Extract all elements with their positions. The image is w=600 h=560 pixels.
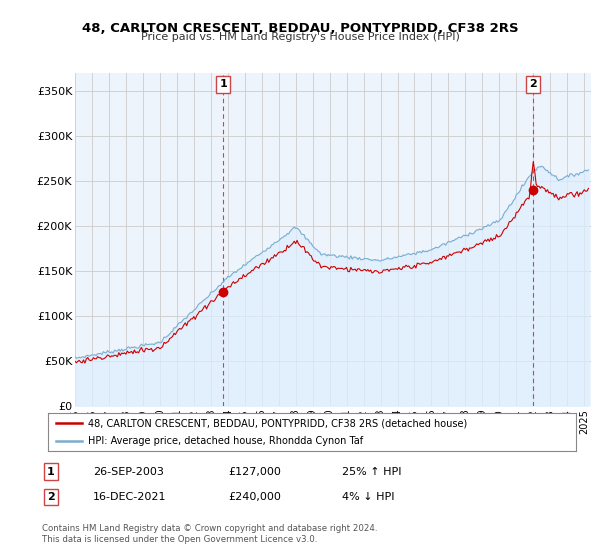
Text: £127,000: £127,000 bbox=[228, 466, 281, 477]
Text: Contains HM Land Registry data © Crown copyright and database right 2024.: Contains HM Land Registry data © Crown c… bbox=[42, 524, 377, 533]
Text: 48, CARLTON CRESCENT, BEDDAU, PONTYPRIDD, CF38 2RS: 48, CARLTON CRESCENT, BEDDAU, PONTYPRIDD… bbox=[82, 22, 518, 35]
Text: HPI: Average price, detached house, Rhondda Cynon Taf: HPI: Average price, detached house, Rhon… bbox=[88, 436, 363, 446]
Text: 2: 2 bbox=[529, 80, 536, 90]
Text: 1: 1 bbox=[47, 466, 55, 477]
Text: 16-DEC-2021: 16-DEC-2021 bbox=[93, 492, 167, 502]
Text: 4% ↓ HPI: 4% ↓ HPI bbox=[342, 492, 395, 502]
Text: 1: 1 bbox=[220, 80, 227, 90]
Text: 25% ↑ HPI: 25% ↑ HPI bbox=[342, 466, 401, 477]
Text: This data is licensed under the Open Government Licence v3.0.: This data is licensed under the Open Gov… bbox=[42, 535, 317, 544]
Text: 2: 2 bbox=[47, 492, 55, 502]
Text: 26-SEP-2003: 26-SEP-2003 bbox=[93, 466, 164, 477]
Text: £240,000: £240,000 bbox=[228, 492, 281, 502]
Text: 48, CARLTON CRESCENT, BEDDAU, PONTYPRIDD, CF38 2RS (detached house): 48, CARLTON CRESCENT, BEDDAU, PONTYPRIDD… bbox=[88, 418, 467, 428]
Text: Price paid vs. HM Land Registry's House Price Index (HPI): Price paid vs. HM Land Registry's House … bbox=[140, 32, 460, 43]
